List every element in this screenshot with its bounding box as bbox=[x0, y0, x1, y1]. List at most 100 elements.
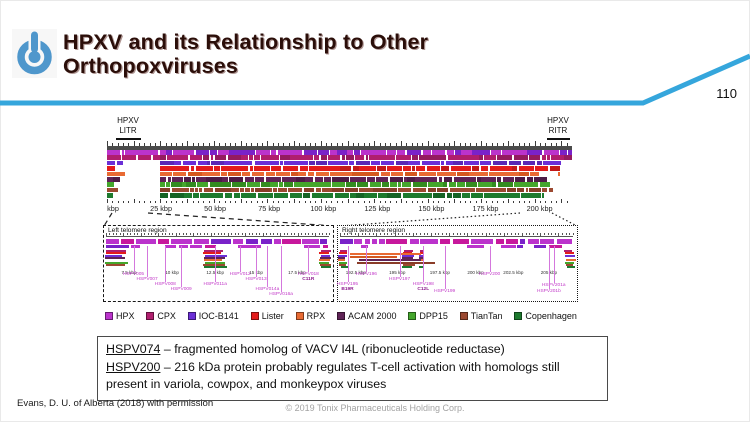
ruler-tick bbox=[320, 140, 322, 146]
panel-ruler-tick bbox=[416, 233, 418, 235]
panel-ruler-tick bbox=[467, 233, 469, 237]
panel-gene-segment bbox=[302, 239, 320, 244]
panel-cluster-bar bbox=[338, 254, 347, 257]
ruler-tick bbox=[299, 200, 301, 203]
ruler-tick bbox=[187, 199, 189, 203]
ruler-tick bbox=[107, 199, 108, 203]
genome-segment bbox=[396, 160, 408, 166]
ruler-tick bbox=[160, 140, 162, 146]
genome-segment bbox=[337, 187, 344, 193]
ruler-tick bbox=[133, 140, 135, 146]
legend-swatch bbox=[408, 312, 417, 320]
genome-segment bbox=[313, 166, 328, 171]
genome-segment bbox=[349, 160, 355, 166]
ruler-tick bbox=[213, 199, 215, 203]
ruler-tick bbox=[128, 200, 130, 203]
genome-segment bbox=[352, 171, 365, 177]
ruler-tick bbox=[224, 143, 226, 146]
panel-ruler-tick bbox=[196, 233, 198, 235]
legend-swatch bbox=[336, 312, 345, 320]
genome-segment bbox=[303, 150, 318, 155]
panel-ruler-tick bbox=[365, 233, 367, 235]
scale-label: 50 kbp bbox=[204, 204, 227, 213]
genome-segment bbox=[491, 187, 501, 193]
panel-cluster-bar bbox=[203, 257, 225, 260]
genome-segment bbox=[138, 150, 152, 155]
panel-ruler-tick bbox=[525, 233, 527, 235]
panel-ruler-tick bbox=[452, 233, 454, 235]
genome-segment bbox=[441, 160, 445, 166]
ruler-tick bbox=[438, 200, 440, 203]
genome-segment bbox=[291, 150, 303, 155]
ruler-tick bbox=[465, 143, 467, 146]
panel-ruler-tick bbox=[168, 233, 170, 235]
panel-ruler-tick bbox=[234, 233, 236, 235]
genome-segment bbox=[233, 193, 241, 198]
ruler-tick bbox=[342, 143, 344, 146]
genome-segment bbox=[209, 187, 214, 193]
panel-ruler-tick bbox=[562, 233, 563, 235]
ruler-tick bbox=[481, 140, 483, 146]
genome-segment bbox=[198, 160, 207, 166]
panel-gene-segment bbox=[505, 239, 518, 244]
genome-segment bbox=[112, 177, 120, 182]
genome-segment bbox=[355, 155, 365, 160]
genome-segment bbox=[428, 171, 436, 177]
genome-segment bbox=[391, 171, 404, 177]
genome-segment bbox=[190, 155, 203, 160]
panel-ruler-tick bbox=[369, 233, 370, 235]
panel-ruler-tick bbox=[137, 233, 139, 235]
genome-segment bbox=[165, 150, 173, 155]
genome-segment bbox=[173, 171, 187, 177]
ruler-tick bbox=[203, 200, 205, 203]
panel-ruler-tick bbox=[543, 233, 545, 235]
ruler-tick bbox=[539, 200, 541, 203]
genome-segment bbox=[529, 155, 540, 160]
ruler-tick bbox=[368, 143, 370, 146]
panel-gene-segment bbox=[534, 244, 546, 249]
gene-connector bbox=[281, 246, 282, 292]
panel-ruler-tick bbox=[551, 233, 552, 235]
genome-segment bbox=[290, 166, 299, 171]
ruler-tick bbox=[144, 200, 146, 203]
genome-segment bbox=[492, 160, 507, 166]
genome-segment bbox=[466, 155, 480, 160]
panel-gene-segment bbox=[158, 239, 170, 244]
panel-ruler-tick bbox=[133, 233, 135, 235]
panel-ruler-tick bbox=[445, 233, 447, 235]
panel-ruler-tick bbox=[227, 233, 229, 237]
ruler-tick bbox=[310, 200, 312, 203]
genome-segment bbox=[107, 150, 120, 155]
genome-segment bbox=[203, 187, 209, 193]
genome-segment bbox=[174, 160, 182, 166]
genome-segment bbox=[152, 150, 158, 155]
panel-ruler-tick bbox=[376, 233, 378, 237]
panel-cluster-bar bbox=[340, 266, 349, 269]
genome-segment bbox=[373, 150, 386, 155]
panel-gene-segment bbox=[378, 239, 385, 244]
genome-segment bbox=[514, 182, 529, 187]
genome-segment bbox=[375, 155, 381, 160]
genome-segment bbox=[484, 193, 497, 198]
gene-connector bbox=[165, 246, 167, 282]
panel-cluster-bar bbox=[105, 261, 128, 264]
genome-segment bbox=[280, 160, 284, 166]
genome-segment bbox=[241, 193, 246, 198]
genome-segment bbox=[367, 177, 376, 182]
genome-segment bbox=[291, 171, 298, 177]
ruler-tick bbox=[176, 200, 178, 203]
panel-ruler-tick bbox=[322, 233, 323, 235]
genome-segment bbox=[330, 193, 334, 198]
genome-segment bbox=[314, 177, 323, 182]
ruler-tick bbox=[245, 143, 247, 146]
genome-segment bbox=[299, 160, 308, 166]
genome-segment bbox=[491, 182, 497, 187]
panel-ruler-tick bbox=[573, 233, 574, 235]
panel-ruler-tick bbox=[463, 233, 465, 235]
panel-gene-segment bbox=[540, 239, 555, 244]
genome-segment bbox=[418, 171, 429, 177]
panel-ruler-tick bbox=[290, 233, 292, 235]
ruler-tick bbox=[475, 143, 477, 146]
genome-segment bbox=[541, 193, 545, 198]
genome-segment bbox=[204, 182, 209, 187]
